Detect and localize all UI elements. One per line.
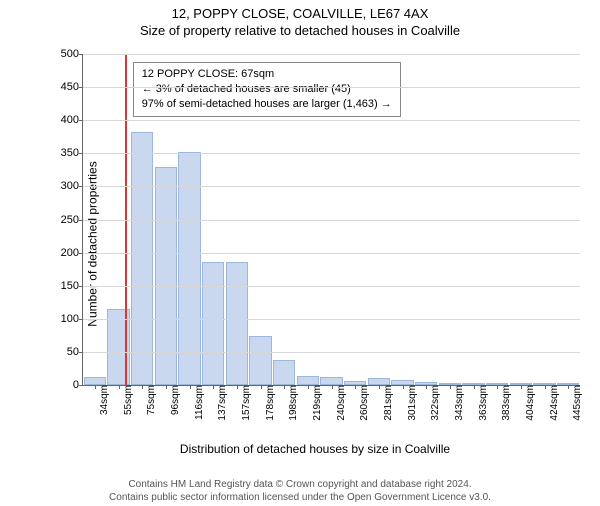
x-tick-label: 363sqm bbox=[474, 385, 489, 421]
y-tick-label: 500 bbox=[61, 48, 83, 60]
histogram-bar bbox=[368, 378, 390, 385]
callout-box: 12 POPPY CLOSE: 67sqm ← 3% of detached h… bbox=[133, 62, 401, 117]
x-tick-label: 301sqm bbox=[403, 385, 418, 421]
x-tick-label: 55sqm bbox=[119, 385, 134, 415]
footer-line-1: Contains HM Land Registry data © Crown c… bbox=[0, 479, 600, 492]
gridline bbox=[83, 186, 580, 187]
y-tick-label: 250 bbox=[61, 214, 83, 226]
x-tick-label: 404sqm bbox=[521, 385, 536, 421]
histogram-bar bbox=[273, 360, 295, 385]
footer-line-2: Contains public sector information licen… bbox=[0, 492, 600, 505]
chart-container: Number of detached properties 12 POPPY C… bbox=[50, 54, 580, 434]
histogram-bar bbox=[226, 262, 248, 385]
footer-attribution: Contains HM Land Registry data © Crown c… bbox=[0, 479, 600, 504]
gridline bbox=[83, 87, 580, 88]
x-tick-label: 260sqm bbox=[355, 385, 370, 421]
gridline bbox=[83, 253, 580, 254]
plot-area: 12 POPPY CLOSE: 67sqm ← 3% of detached h… bbox=[82, 54, 580, 386]
gridline bbox=[83, 54, 580, 55]
x-tick-label: 322sqm bbox=[426, 385, 441, 421]
x-tick-label: 281sqm bbox=[379, 385, 394, 421]
page-subtitle: Size of property relative to detached ho… bbox=[0, 23, 600, 38]
x-tick-label: 198sqm bbox=[284, 385, 299, 421]
y-tick-label: 400 bbox=[61, 114, 83, 126]
x-tick-label: 424sqm bbox=[545, 385, 560, 421]
histogram-bar bbox=[297, 376, 319, 385]
y-tick-label: 50 bbox=[67, 346, 83, 358]
y-tick-label: 100 bbox=[61, 313, 83, 325]
x-tick-label: 219sqm bbox=[308, 385, 323, 421]
x-tick-label: 96sqm bbox=[166, 385, 181, 415]
y-tick-label: 350 bbox=[61, 147, 83, 159]
x-axis-label: Distribution of detached houses by size … bbox=[50, 442, 580, 456]
histogram-bar bbox=[202, 262, 224, 385]
x-tick-label: 383sqm bbox=[497, 385, 512, 421]
y-tick-label: 450 bbox=[61, 81, 83, 93]
x-tick-label: 34sqm bbox=[95, 385, 110, 415]
callout-line-1: 12 POPPY CLOSE: 67sqm bbox=[142, 67, 392, 82]
gridline bbox=[83, 319, 580, 320]
callout-line-2: ← 3% of detached houses are smaller (45) bbox=[142, 82, 392, 97]
x-tick-label: 445sqm bbox=[568, 385, 583, 421]
x-tick-label: 178sqm bbox=[261, 385, 276, 421]
y-tick-label: 150 bbox=[61, 280, 83, 292]
gridline bbox=[83, 286, 580, 287]
histogram-bar bbox=[249, 336, 271, 385]
gridline bbox=[83, 120, 580, 121]
page-address-title: 12, POPPY CLOSE, COALVILLE, LE67 4AX bbox=[0, 6, 600, 21]
x-tick-label: 157sqm bbox=[237, 385, 252, 421]
x-tick-label: 240sqm bbox=[332, 385, 347, 421]
histogram-bar bbox=[84, 377, 106, 385]
y-tick-label: 0 bbox=[73, 379, 83, 391]
histogram-bar bbox=[320, 377, 342, 385]
histogram-bar bbox=[131, 132, 153, 385]
x-tick-label: 75sqm bbox=[142, 385, 157, 415]
x-tick-label: 137sqm bbox=[213, 385, 228, 421]
y-tick-label: 200 bbox=[61, 247, 83, 259]
gridline bbox=[83, 220, 580, 221]
y-tick-label: 300 bbox=[61, 180, 83, 192]
callout-line-3: 97% of semi-detached houses are larger (… bbox=[142, 97, 392, 112]
gridline bbox=[83, 153, 580, 154]
x-tick-label: 343sqm bbox=[450, 385, 465, 421]
gridline bbox=[83, 352, 580, 353]
x-tick-label: 116sqm bbox=[190, 385, 205, 420]
